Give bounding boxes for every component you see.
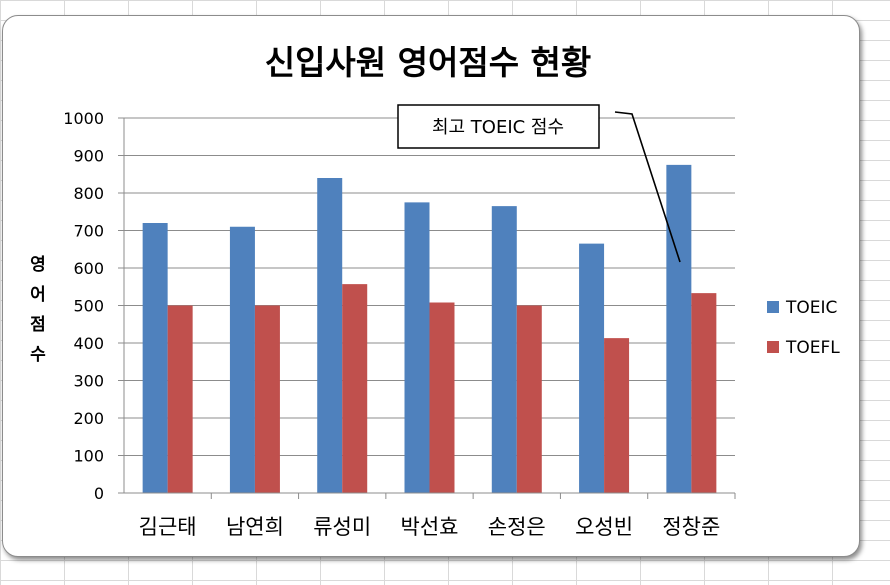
bar-toeic-3 bbox=[404, 202, 430, 493]
annotation-box bbox=[397, 104, 600, 149]
bars bbox=[142, 164, 717, 493]
y-tick-label: 100 bbox=[73, 447, 104, 466]
bar-toeic-5 bbox=[579, 243, 605, 493]
chart-title: 신입사원 영어점수 현황 bbox=[265, 43, 592, 82]
axes bbox=[123, 118, 736, 499]
annotation: 최고 TOEIC 점수 bbox=[397, 104, 681, 263]
legend-swatch-toeic bbox=[767, 301, 779, 313]
y-tick-label: 300 bbox=[73, 372, 104, 391]
y-axis-label-char: 영 bbox=[30, 255, 46, 275]
legend: TOEIC TOEFL bbox=[767, 298, 840, 358]
legend-label-toefl: TOEFL bbox=[785, 338, 840, 358]
legend-swatch-toefl bbox=[767, 341, 779, 353]
x-tick-label: 정창준 bbox=[662, 515, 720, 539]
y-axis-label: 영어점수 bbox=[30, 255, 46, 365]
x-tick-label: 손정은 bbox=[488, 515, 546, 539]
bar-toefl-3 bbox=[429, 302, 455, 493]
bar-toefl-4 bbox=[516, 305, 542, 493]
y-tick-label: 700 bbox=[73, 222, 104, 241]
bar-toeic-4 bbox=[491, 206, 517, 493]
bar-toefl-0 bbox=[167, 305, 193, 493]
x-tick-label: 남연희 bbox=[226, 515, 284, 539]
x-tick-label: 김근태 bbox=[139, 515, 197, 539]
y-tick-label: 500 bbox=[73, 297, 104, 316]
bar-toeic-1 bbox=[229, 226, 255, 493]
bar-toeic-6 bbox=[666, 164, 692, 493]
y-axis-label-char: 수 bbox=[30, 345, 46, 365]
y-tick-labels: 0 100 200 300 400 500 600 700 800 900 1000 bbox=[63, 109, 104, 503]
annotation-text: 최고 TOEIC 점수 bbox=[432, 117, 564, 138]
annotation-leader-line bbox=[614, 111, 681, 263]
x-tick-label: 오성빈 bbox=[575, 515, 633, 539]
y-tick-label: 0 bbox=[94, 484, 104, 503]
bar-toefl-2 bbox=[342, 284, 368, 493]
y-tick-label: 800 bbox=[73, 184, 104, 203]
bar-toeic-2 bbox=[317, 178, 343, 493]
y-tick-label: 1000 bbox=[63, 109, 104, 128]
y-tick-label: 900 bbox=[73, 147, 104, 166]
y-axis-label-char: 어 bbox=[30, 285, 46, 305]
bar-toefl-6 bbox=[691, 293, 717, 493]
y-tick-label: 400 bbox=[73, 334, 104, 353]
y-tick-label: 200 bbox=[73, 409, 104, 428]
x-tick-label: 류성미 bbox=[313, 515, 371, 539]
bar-toefl-5 bbox=[604, 338, 630, 493]
x-tick-label: 박선효 bbox=[401, 515, 459, 539]
y-axis-label-char: 점 bbox=[30, 315, 46, 335]
bar-toeic-0 bbox=[142, 223, 168, 493]
y-tick-label: 600 bbox=[73, 259, 104, 278]
x-tick-labels: 김근태 남연희 류성미 박선효 손정은 오성빈 정창준 bbox=[139, 515, 721, 539]
legend-label-toeic: TOEIC bbox=[785, 298, 837, 318]
bar-toefl-1 bbox=[254, 305, 280, 493]
